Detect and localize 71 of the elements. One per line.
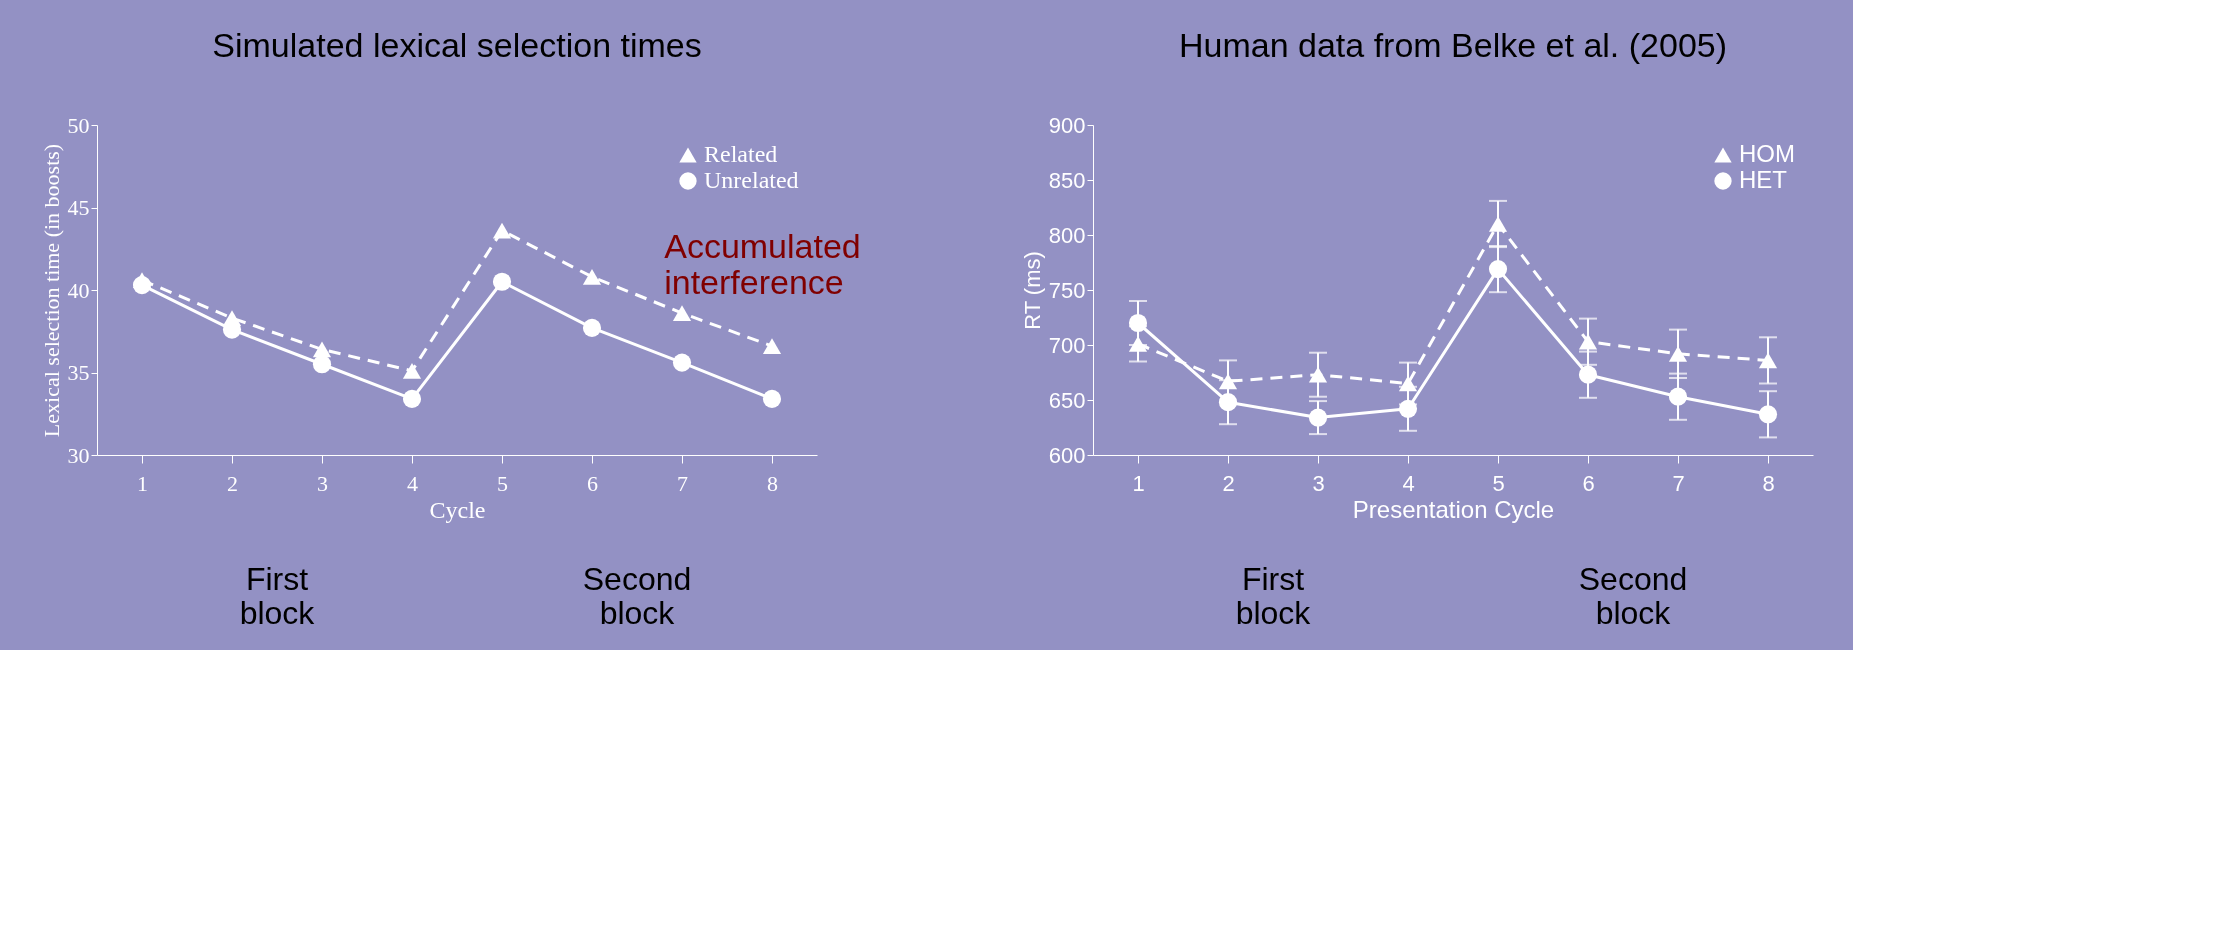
point	[402, 362, 422, 379]
point	[762, 389, 782, 408]
point	[1758, 405, 1778, 424]
y-tick-label: 700	[1048, 332, 1086, 358]
point	[1668, 345, 1688, 362]
x-tick-label: 5	[1492, 470, 1505, 496]
x-axis-title: Presentation Cycle	[1352, 495, 1555, 523]
point	[672, 353, 692, 372]
point	[1128, 313, 1148, 333]
annotation: Accumulated interference	[664, 226, 861, 301]
point	[1308, 366, 1328, 383]
x-tick-label: 4	[1402, 470, 1415, 496]
y-tick-label: 35	[67, 360, 90, 385]
x-tick-label: 6	[587, 470, 598, 496]
x-tick-label: 8	[1762, 470, 1775, 496]
point	[1668, 387, 1688, 406]
y-tick-label: 40	[67, 277, 90, 303]
x-tick-label: 1	[1132, 470, 1145, 496]
chart-title: Human data from Belke et al. (2005)	[1178, 26, 1728, 64]
point	[1398, 399, 1418, 418]
x-tick-label: 6	[1582, 470, 1595, 496]
x-tick-label: 8	[767, 470, 778, 496]
y-axis-title: Lexical selection time (in boosts)	[38, 143, 64, 438]
y-tick-label: 800	[1048, 222, 1086, 248]
legend-label: HET	[1739, 166, 1788, 193]
point	[672, 305, 692, 321]
point	[1578, 333, 1598, 350]
point	[1218, 393, 1238, 412]
text: Second block	[582, 561, 692, 631]
y-tick-label: 850	[1048, 167, 1086, 193]
y-tick-label: 50	[67, 112, 90, 138]
point	[582, 318, 602, 338]
point	[582, 268, 602, 285]
y-tick-label: 900	[1048, 112, 1086, 138]
point	[1308, 408, 1328, 427]
x-tick-label: 5	[497, 470, 508, 496]
point	[312, 355, 332, 374]
y-tick-label: 600	[1048, 442, 1086, 468]
y-tick-label: 45	[67, 195, 90, 220]
legend-label: Unrelated	[704, 167, 799, 193]
x-tick-label: 1	[137, 470, 148, 496]
x-tick-label: 3	[317, 470, 328, 496]
point	[1128, 336, 1148, 352]
point	[1488, 216, 1508, 232]
point	[132, 275, 152, 295]
point	[492, 222, 512, 239]
y-axis-title: RT (ms)	[1019, 251, 1045, 330]
x-tick-label: 2	[1222, 470, 1235, 496]
text: First block	[1235, 561, 1312, 631]
y-tick-label: 650	[1048, 387, 1086, 413]
point	[762, 338, 782, 354]
x-tick-label: 7	[1672, 470, 1685, 496]
point	[1578, 365, 1598, 384]
text: Second block	[1578, 561, 1688, 631]
y-tick-label: 750	[1048, 277, 1086, 303]
x-tick-label: 2	[227, 470, 238, 496]
text: First block	[239, 561, 316, 631]
point	[402, 389, 422, 408]
chart-title: Simulated lexical selection times	[212, 26, 702, 64]
point	[1758, 352, 1778, 369]
legend-label: Related	[704, 141, 778, 167]
x-axis-title: Cycle	[429, 496, 486, 523]
y-tick-label: 30	[67, 442, 90, 468]
point	[1218, 373, 1238, 390]
x-tick-label: 4	[407, 470, 418, 496]
point	[492, 272, 512, 291]
point	[1488, 260, 1508, 279]
legend-label: HOM	[1739, 140, 1795, 167]
x-tick-label: 7	[677, 470, 688, 496]
point	[1398, 375, 1418, 392]
x-tick-label: 3	[1312, 470, 1325, 496]
